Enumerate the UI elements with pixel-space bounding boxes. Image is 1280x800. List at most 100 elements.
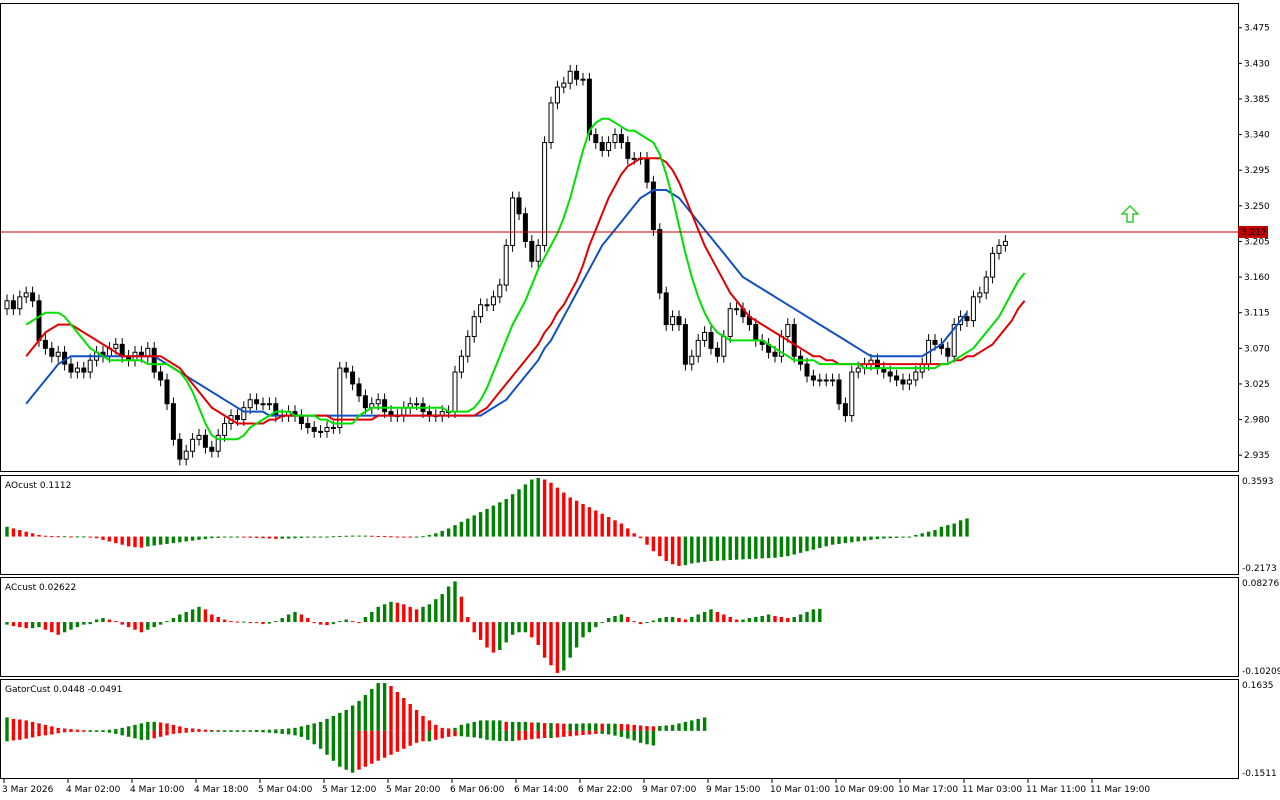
gator-down-bar xyxy=(133,730,137,739)
ao-bar xyxy=(510,494,515,537)
ao-bar xyxy=(562,492,566,537)
ao-bar xyxy=(370,535,374,537)
ac-bar xyxy=(24,622,28,629)
candle-body xyxy=(10,300,16,310)
ao-bar xyxy=(504,499,508,537)
gator-down-bar xyxy=(274,730,278,734)
ao-bar xyxy=(408,536,412,538)
candle-body xyxy=(247,399,253,409)
gator-down-bar xyxy=(491,730,496,741)
gator-down-bar xyxy=(389,730,393,755)
ac-bar xyxy=(88,622,92,625)
gator-up-bar xyxy=(523,721,528,731)
gator-min-label: -0.1511 xyxy=(1242,769,1277,779)
gator-up-bar xyxy=(632,724,636,731)
y-tick-label: 3.340 xyxy=(1244,131,1270,141)
ac-bar xyxy=(696,614,700,623)
gator-down-bar xyxy=(613,730,617,736)
candle-body xyxy=(510,197,516,246)
ao-bar xyxy=(491,505,496,537)
candle-body xyxy=(817,379,823,382)
gator-down-bar xyxy=(190,730,195,733)
gator-down-bar xyxy=(280,730,284,734)
ao-bar xyxy=(709,536,713,562)
ac-bar xyxy=(690,616,694,623)
gator-up-bar xyxy=(491,720,496,731)
ac-bar xyxy=(747,618,752,623)
gator-up-bar xyxy=(261,729,265,731)
ao-pane[interactable] xyxy=(0,475,1239,575)
ao-bar xyxy=(568,497,572,537)
gator-up-bar xyxy=(216,730,220,732)
gator-down-bar xyxy=(594,730,598,734)
ao-bar xyxy=(382,536,387,538)
ao-bar xyxy=(696,536,700,563)
ao-bar xyxy=(43,535,48,537)
ac-bar xyxy=(466,616,470,623)
ao-bar xyxy=(24,531,28,537)
ac-bar xyxy=(107,619,112,623)
candle-body xyxy=(305,423,311,428)
ac-bar xyxy=(82,622,86,625)
ao-bar xyxy=(299,536,304,538)
ao-bar xyxy=(581,503,585,537)
gator-up-bar xyxy=(510,721,515,731)
candle-body xyxy=(785,324,791,337)
gator-down-bar xyxy=(568,730,572,737)
candle-body xyxy=(625,142,631,159)
ac-bar xyxy=(600,622,604,624)
y-tick-label: 2.980 xyxy=(1244,416,1270,426)
ao-bar xyxy=(165,536,169,544)
gator-up-bar xyxy=(50,726,54,731)
gator-up-bar xyxy=(24,720,28,731)
gator-down-bar xyxy=(43,730,48,736)
ao-bar xyxy=(197,536,201,540)
gator-down-bar xyxy=(331,730,336,761)
gator-up-bar xyxy=(370,689,374,731)
ac-bar xyxy=(805,611,809,623)
ao-bar xyxy=(747,536,752,560)
ac-bar xyxy=(338,621,342,623)
gator-up-bar xyxy=(626,724,630,731)
ac-bar xyxy=(75,622,80,628)
candle-body xyxy=(222,423,228,436)
gator-up-bar xyxy=(107,729,112,731)
ac-bar xyxy=(312,622,316,624)
gator-up-bar xyxy=(293,727,297,731)
ac-bar xyxy=(293,611,297,623)
gator-down-bar xyxy=(632,730,636,741)
ao-bar xyxy=(50,536,54,538)
gator-label: GatorCust 0.0448 -0.0491 xyxy=(5,685,122,695)
ac-bar xyxy=(542,622,547,658)
ao-bar xyxy=(376,535,380,537)
x-tick-label: 5 Mar 12:00 xyxy=(322,785,377,795)
ac-bar xyxy=(440,594,444,623)
gator-up-bar xyxy=(472,721,476,731)
ac-bar xyxy=(139,622,144,633)
main-price-pane[interactable] xyxy=(0,3,1239,472)
gator-pane[interactable] xyxy=(0,679,1239,779)
gator-down-bar xyxy=(574,730,579,736)
candle-body xyxy=(254,399,260,405)
candle-body xyxy=(695,339,701,357)
ac-bar xyxy=(165,621,169,623)
gator-down-bar xyxy=(24,730,28,739)
gator-up-bar xyxy=(274,729,278,731)
gator-down-bar xyxy=(517,730,521,741)
ac-bar xyxy=(658,618,662,623)
candle-body xyxy=(842,403,848,417)
gator-up-bar xyxy=(248,730,252,732)
gator-up-bar xyxy=(18,719,22,731)
ac-pane[interactable] xyxy=(0,577,1239,677)
ac-max-label: 0.08276 xyxy=(1242,579,1279,589)
candle-body xyxy=(663,292,669,326)
y-tick-label: 3.070 xyxy=(1244,344,1270,354)
gator-up-bar xyxy=(530,722,534,731)
ao-bar xyxy=(690,536,694,564)
ac-bar xyxy=(626,616,630,623)
gator-down-bar xyxy=(626,730,630,739)
candle-body xyxy=(561,82,567,88)
candle-body xyxy=(42,339,48,349)
gator-up-bar xyxy=(696,718,700,731)
